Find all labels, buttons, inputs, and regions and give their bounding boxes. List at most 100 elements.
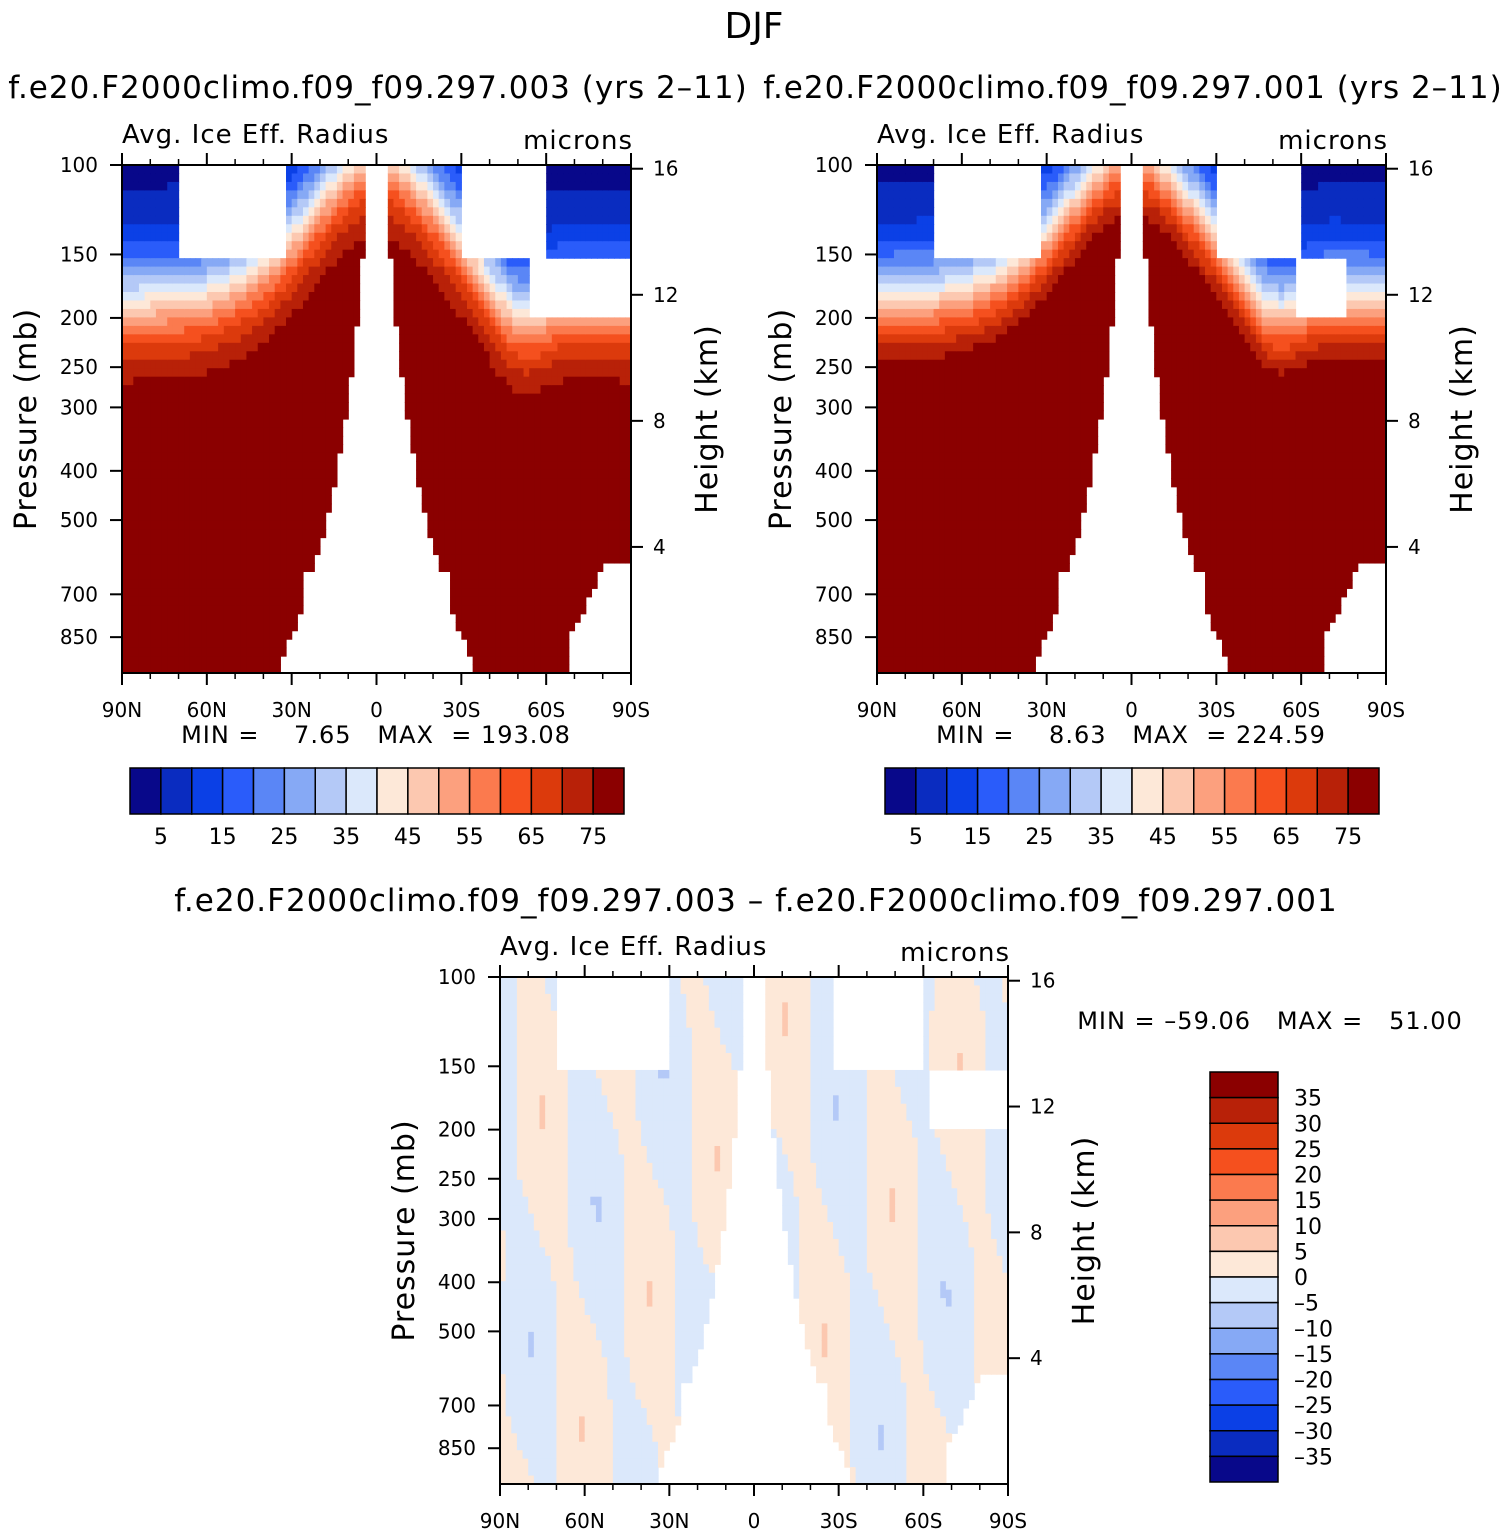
colorbar-swatch xyxy=(1209,1071,1279,1099)
x-tick-label: 60N xyxy=(187,698,227,722)
colorbar-swatch xyxy=(1007,767,1041,815)
colorbar-label: –5 xyxy=(1294,1292,1319,1317)
x-tick-label: 30S xyxy=(820,1509,858,1533)
x-tick-label: 90S xyxy=(612,698,650,722)
x-tick-label: 60N xyxy=(564,1509,604,1533)
x-tick-label: 30N xyxy=(649,1509,689,1533)
colorbar-label: 45 xyxy=(394,825,422,850)
colorbar-label: 25 xyxy=(270,825,298,850)
y-tick-label: 850 xyxy=(815,625,853,649)
y-right-tick-label: 12 xyxy=(1408,283,1433,307)
colorbar-swatch xyxy=(1209,1250,1279,1278)
colorbar-label: 65 xyxy=(1272,825,1300,850)
colorbar-label: –30 xyxy=(1294,1420,1333,1445)
left-subtitle: Avg. Ice Eff. Radius xyxy=(877,120,1144,150)
colorbar-swatch xyxy=(1209,1353,1279,1381)
y-tick-label: 700 xyxy=(815,582,853,606)
colorbar-label: 45 xyxy=(1149,825,1177,850)
colorbar-swatch xyxy=(191,767,224,815)
field-contours xyxy=(122,165,632,674)
colorbar-label: 10 xyxy=(1294,1215,1322,1240)
y-tick-label: 100 xyxy=(438,965,476,989)
y-right-axis-title: Height (km) xyxy=(690,324,725,514)
figure-title: DJF xyxy=(724,6,783,47)
colorbar-swatch xyxy=(376,767,409,815)
colorbar-label: 35 xyxy=(1294,1087,1322,1112)
colorbar-swatch xyxy=(1223,767,1257,815)
colorbar-swatch xyxy=(1209,1430,1279,1458)
colorbar-label: 15 xyxy=(964,825,992,850)
colorbar-swatch xyxy=(1209,1455,1279,1483)
chart-panel-2: 90N 60N 30N 0 30S 60S 90S 100 150 200 250 300 400 500… xyxy=(763,70,1502,850)
x-tick-label: 30S xyxy=(1197,698,1235,722)
colorbar-label: 65 xyxy=(517,825,545,850)
y-tick-label: 150 xyxy=(815,242,853,266)
y-axis-title: Pressure (mb) xyxy=(387,1119,422,1341)
x-tick-label: 90N xyxy=(480,1509,520,1533)
right-subtitle: microns xyxy=(1278,126,1388,156)
y-tick-label: 850 xyxy=(60,625,98,649)
min-max-label: MIN = –59.06 MAX = 51.00 xyxy=(1077,1007,1463,1035)
colorbar-swatch xyxy=(160,767,193,815)
y-tick-label: 250 xyxy=(438,1167,476,1191)
y-right-tick-label: 8 xyxy=(1030,1220,1043,1244)
colorbar-swatch xyxy=(283,767,316,815)
panel-title: f.e20.F2000climo.f09_f09.297.001 (yrs 2–… xyxy=(763,70,1502,106)
colorbar-label: 5 xyxy=(909,825,923,850)
x-tick-label: 0 xyxy=(1125,698,1138,722)
colorbar-label: 75 xyxy=(579,825,607,850)
colorbar-label: 5 xyxy=(1294,1240,1308,1265)
colorbar-swatch xyxy=(1209,1096,1279,1124)
y-tick-label: 200 xyxy=(815,306,853,330)
x-tick-label: 90S xyxy=(1367,698,1405,722)
y-tick-label: 300 xyxy=(60,395,98,419)
colorbar-label: –15 xyxy=(1294,1343,1333,1368)
colorbar-swatch xyxy=(1209,1301,1279,1329)
y-right-tick-label: 16 xyxy=(1408,157,1433,181)
colorbar-swatch xyxy=(1209,1225,1279,1253)
y-right-tick-label: 4 xyxy=(1408,535,1421,559)
y-tick-label: 250 xyxy=(60,355,98,379)
y-axis-title: Pressure (mb) xyxy=(764,308,799,530)
y-tick-label: 300 xyxy=(815,395,853,419)
y-right-tick-label: 12 xyxy=(1030,1095,1055,1119)
colorbar-swatch xyxy=(884,767,917,815)
colorbar-swatch xyxy=(1347,767,1380,815)
colorbar-swatch xyxy=(1209,1173,1279,1201)
y-right-axis-title: Height (km) xyxy=(1067,1136,1102,1326)
colorbar-swatch xyxy=(345,767,378,815)
field-contours xyxy=(877,165,1387,674)
y-tick-label: 400 xyxy=(60,459,98,483)
y-axis-title: Pressure (mb) xyxy=(9,308,44,530)
x-tick-label: 60S xyxy=(904,1509,942,1533)
colorbar-swatch xyxy=(946,767,979,815)
y-right-tick-label: 4 xyxy=(1030,1346,1043,1370)
colorbar-swatch xyxy=(592,767,625,815)
colorbar-swatch xyxy=(1038,767,1071,815)
colorbar-swatch xyxy=(1285,767,1318,815)
y-tick-label: 850 xyxy=(438,1436,476,1460)
y-right-tick-label: 4 xyxy=(653,535,666,559)
x-tick-label: 90N xyxy=(102,698,142,722)
y-tick-label: 200 xyxy=(438,1118,476,1142)
x-tick-label: 0 xyxy=(370,698,383,722)
colorbar-swatch xyxy=(1162,767,1195,815)
colorbar-swatch xyxy=(1131,767,1164,815)
x-tick-label: 60S xyxy=(1282,698,1320,722)
colorbar-swatch xyxy=(252,767,286,815)
panel-title: f.e20.F2000climo.f09_f09.297.003 (yrs 2–… xyxy=(8,70,747,106)
y-tick-label: 700 xyxy=(438,1393,476,1417)
right-subtitle: microns xyxy=(900,938,1010,968)
y-right-tick-label: 16 xyxy=(1030,969,1055,993)
y-tick-label: 400 xyxy=(438,1270,476,1294)
y-tick-label: 100 xyxy=(815,153,853,177)
y-tick-label: 150 xyxy=(438,1054,476,1078)
colorbar-label: –10 xyxy=(1294,1317,1333,1342)
colorbar-label: 35 xyxy=(332,825,360,850)
colorbar-swatch xyxy=(1254,767,1288,815)
y-tick-label: 500 xyxy=(438,1319,476,1343)
colorbar-swatch xyxy=(1193,767,1226,815)
colorbar-swatch xyxy=(314,767,347,815)
colorbar-label: 15 xyxy=(209,825,237,850)
